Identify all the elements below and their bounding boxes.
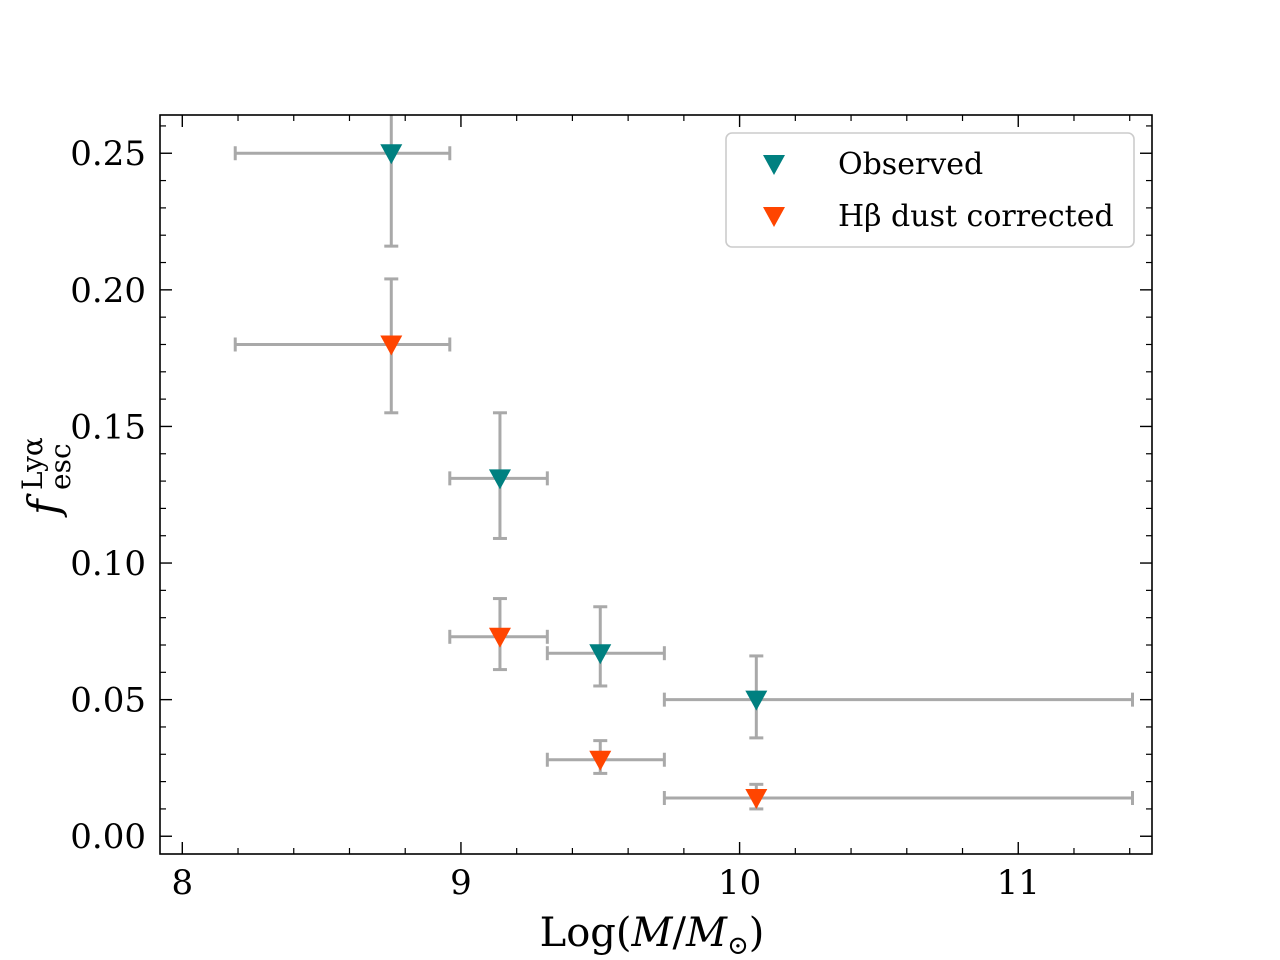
data-point-dust-corrected bbox=[380, 335, 403, 356]
y-axis-label: f Lyα esc bbox=[16, 437, 77, 518]
legend-label-dust-corrected: Hβ dust corrected bbox=[838, 199, 1114, 234]
svg-text:Lyα: Lyα bbox=[16, 437, 49, 490]
legend-box bbox=[725, 132, 1135, 248]
data-markers bbox=[380, 144, 768, 809]
data-point-observed bbox=[589, 644, 612, 665]
x-tick-label: 9 bbox=[450, 863, 472, 903]
legend-marker-observed bbox=[763, 155, 785, 175]
y-tick-label: 0.25 bbox=[70, 134, 146, 174]
svg-text:esc: esc bbox=[44, 443, 77, 490]
x-tick-label: 11 bbox=[997, 863, 1040, 903]
tick-labels: 8 9 10 11 0.00 0.05 0.10 0.15 0.20 0.25 bbox=[70, 134, 1040, 903]
legend-marker-dust-corrected bbox=[763, 207, 785, 227]
y-tick-label: 0.05 bbox=[70, 681, 146, 721]
x-tick-label: 10 bbox=[718, 863, 761, 903]
data-point-observed bbox=[380, 144, 403, 165]
data-point-dust-corrected bbox=[745, 788, 768, 809]
y-tick-label: 0.15 bbox=[70, 407, 146, 447]
legend: Observed Hβ dust corrected bbox=[725, 132, 1135, 248]
x-axis-label: Log(M/M⊙) bbox=[540, 910, 765, 960]
axes-ticks bbox=[160, 115, 1152, 854]
y-tick-label: 0.00 bbox=[70, 817, 146, 857]
svg-text:f: f bbox=[19, 493, 68, 518]
data-point-dust-corrected bbox=[589, 750, 612, 771]
data-point-observed bbox=[745, 690, 768, 711]
data-point-dust-corrected bbox=[488, 627, 511, 648]
legend-label-observed: Observed bbox=[838, 147, 983, 182]
x-tick-label: 8 bbox=[171, 863, 193, 903]
plot-frame bbox=[159, 114, 1153, 855]
data-point-observed bbox=[488, 469, 511, 490]
y-tick-label: 0.20 bbox=[70, 271, 146, 311]
y-tick-label: 0.10 bbox=[70, 544, 146, 584]
